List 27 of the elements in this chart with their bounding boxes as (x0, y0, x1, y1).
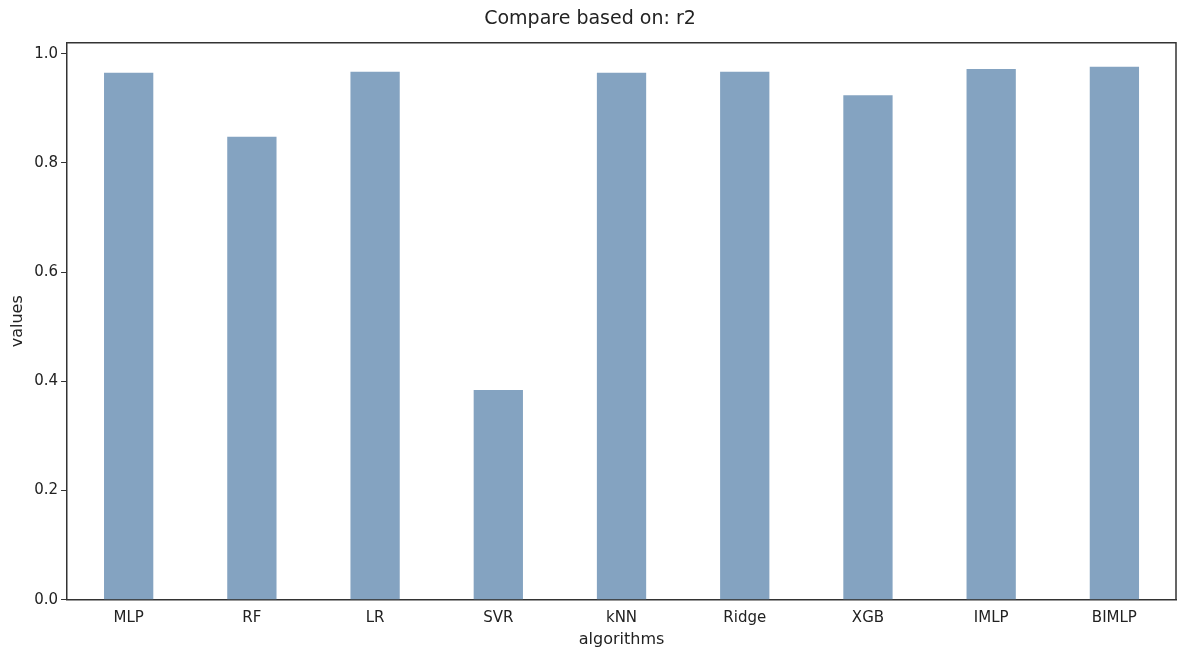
y-axis-title: values (6, 295, 26, 348)
y-tick-label: 0.4 (34, 371, 59, 390)
y-tick-label: 0.0 (34, 589, 59, 608)
x-tick-label: LR (365, 607, 385, 626)
x-tick-label: XGB (851, 607, 885, 626)
x-tick-label: SVR (483, 607, 514, 626)
y-tick-label: 1.0 (34, 43, 59, 62)
bar (596, 72, 647, 600)
x-tick-label: MLP (113, 607, 144, 626)
bar (104, 72, 154, 600)
y-tick-label: 0.8 (34, 152, 59, 171)
bar (720, 71, 770, 600)
bar (473, 390, 523, 600)
chart-title: Compare based on: r2 (484, 6, 696, 29)
x-tick-label: Ridge (723, 607, 767, 626)
x-tick-label: RF (242, 607, 262, 626)
y-tick-label: 0.6 (34, 262, 59, 281)
x-tick-label: BIMLP (1091, 607, 1137, 626)
bar (843, 95, 893, 600)
y-tick-label: 0.2 (34, 480, 59, 499)
bar (1089, 66, 1140, 600)
x-axis-title: algorithms (578, 628, 665, 648)
bar (966, 69, 1016, 600)
bar (350, 71, 400, 600)
x-tick-label: IMLP (973, 607, 1009, 626)
x-tick-label: kNN (605, 607, 638, 626)
bar (227, 136, 277, 600)
